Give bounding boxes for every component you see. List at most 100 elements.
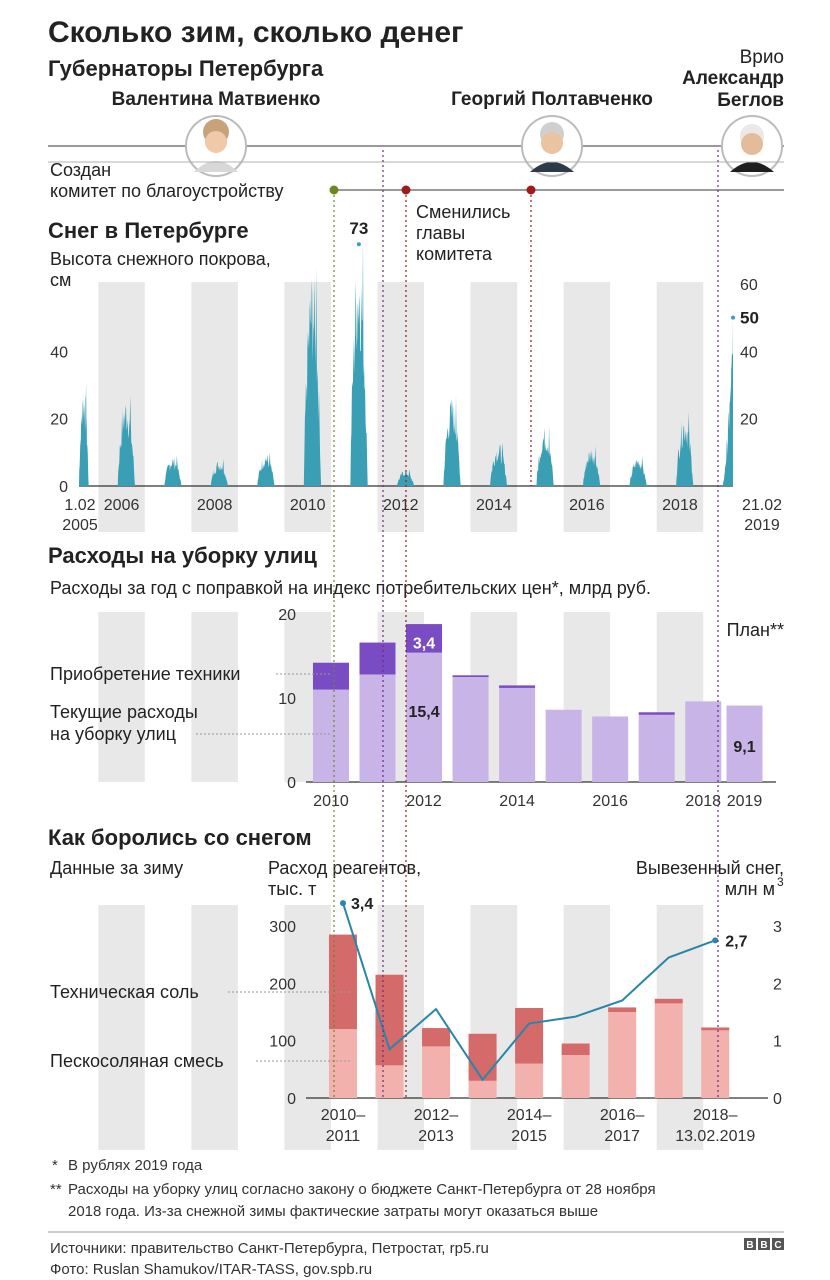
snowfight-xtick-line2: 2017	[604, 1128, 640, 1145]
spending-bar-tech-2010	[312, 662, 349, 690]
snowfight-bar-sand-2018–13.02.2019	[701, 1030, 730, 1098]
snow-xstart-line2: 2005	[62, 517, 98, 534]
snowfight-xtick-line1: 2016–	[600, 1107, 645, 1124]
footnote-1-mark: *	[52, 1157, 58, 1174]
committee-changed-line2: главы	[416, 223, 465, 243]
snowfight-bar-salt-2016–2017	[608, 1007, 637, 1012]
spending-subtitle: Расходы за год с поправкой на индекс пот…	[50, 578, 651, 598]
snow-winter-2011-2012	[396, 469, 415, 486]
snow-winter-2013-2014	[490, 442, 508, 486]
snow-winter-2006-2007	[164, 455, 183, 486]
snow-axes: 0 20 40 20 40 60 2006 2008 2010 2012 2014 2016 2018 1…	[50, 277, 782, 534]
snow-ylabel-line2: см	[50, 270, 71, 290]
snow-xtick: 2012	[383, 497, 419, 514]
year-stripe-fight-2008	[191, 905, 238, 1150]
snowfight-left-axis-line1: Расход реагентов,	[268, 858, 421, 878]
snowfight-bar-salt-2015–2016	[561, 1043, 590, 1055]
spending-bar-tech-2017	[638, 712, 675, 715]
snowfight-bar-salt-2017–2018	[654, 998, 683, 1004]
snow-xstart-line1: 1.02	[64, 497, 95, 514]
snowfight-ytick-left: 0	[287, 1091, 296, 1108]
snowfight-ytick-right: 3	[773, 919, 782, 936]
snowfight-bar-sand-2015–2016	[561, 1055, 590, 1098]
spending-bar-tech-2014	[499, 685, 536, 688]
snowfight-chart-title: Как боролись со снегом	[48, 825, 312, 850]
snow-series	[79, 240, 733, 486]
snow-max-label: 73	[349, 219, 368, 238]
snowfight-xtick-line2: 13.02.2019	[675, 1128, 755, 1145]
spending-chart-title: Расходы на уборку улиц	[48, 543, 317, 568]
snowfight-line-last-dot	[712, 937, 719, 944]
year-stripe-fight-2010	[284, 905, 331, 1150]
snowfight-xtick-line1: 2010–	[321, 1107, 366, 1124]
snowfight-legend-salt: Техническая соль	[50, 982, 199, 1002]
committee-changed-line3: комитета	[416, 244, 493, 264]
spending-bar-current-2015	[545, 709, 582, 782]
snow-winter-2005-2006	[117, 395, 136, 486]
year-stripe-snow-2008	[191, 282, 238, 532]
spending-bars	[312, 624, 763, 782]
sources-line1: Источники: правительство Санкт-Петербург…	[50, 1240, 489, 1257]
snow-ylabel-line1: Высота снежного покрова,	[50, 249, 271, 269]
snow-xtick: 2008	[197, 497, 233, 514]
spending-bar-current-2014	[499, 687, 536, 782]
snow-ytick-left: 20	[50, 412, 68, 429]
spending-xtick: 2018	[685, 793, 721, 810]
portrait-beglov	[721, 115, 783, 177]
spending-ytick: 0	[287, 775, 296, 792]
committee-created-line1: Создан	[50, 160, 111, 180]
snowfight-bar-sand-2010–2011	[328, 1029, 357, 1098]
year-stripes	[98, 282, 704, 1150]
snowfight-left-axis-line2: тыс. т	[268, 879, 316, 899]
spending-bar-current-2013	[452, 677, 489, 782]
spending-label-plan-2019: 9,1	[733, 739, 755, 756]
snow-xtick: 2014	[476, 497, 512, 514]
snowfight-bar-sand-2016–2017	[608, 1012, 637, 1098]
footnote-2-line2: 2018 года. Из-за снежной зимы фактически…	[68, 1203, 598, 1220]
spending-labels: 2010 2012 2014 2016 2018 2019 3,4 15,4 9,1 План**…	[50, 620, 784, 810]
bbc-logo-letter-1: B	[746, 1240, 753, 1251]
snowfight-ytick-left: 300	[269, 919, 296, 936]
snowfight-bar-sand-2017–2018	[654, 1003, 683, 1098]
spending-bar-current-2016	[592, 716, 629, 782]
snowfight-xtick-line2: 2011	[326, 1128, 361, 1145]
portrait-poltavchenko	[521, 115, 583, 177]
governor-name-beglov-line1: Александр	[682, 68, 784, 89]
snow-winter-2018-2019	[722, 317, 733, 486]
governor-name-matvienko: Валентина Матвиенко	[112, 89, 321, 110]
snowfight-removed-line	[342, 902, 716, 1082]
spending-xtick: 2016	[592, 793, 628, 810]
snow-ytick-right: 60	[740, 277, 758, 294]
year-stripe-spend-2006	[98, 612, 145, 782]
snowfight-label-last: 2,7	[725, 933, 747, 950]
event-lines	[333, 150, 719, 1098]
governor-prefix-beglov: Врио	[740, 47, 784, 68]
snow-chart-title: Снег в Петербурге	[48, 218, 249, 243]
bbc-logo-letter-2: B	[760, 1240, 767, 1251]
footnote-2-mark: **	[50, 1181, 62, 1198]
snowfight-xtick-line1: 2012–	[414, 1107, 459, 1124]
spending-xtick: 2012	[406, 793, 442, 810]
snowfight-right-axis-superscript: 3	[777, 875, 784, 889]
year-stripe-fight-2014	[470, 905, 518, 1150]
spending-plan-label: План**	[727, 620, 784, 640]
spending-bar-tech-2011	[359, 642, 396, 675]
snow-ytick-right: 20	[740, 412, 758, 429]
page-title: Сколько зим, сколько денег	[48, 16, 464, 49]
snowfight-bar-sand-2013–2014	[468, 1080, 497, 1098]
year-stripe-snow-2018	[656, 282, 704, 532]
spending-xtick: 2010	[313, 793, 349, 810]
spending-bar-current-2010	[312, 689, 349, 782]
spending-label-current-2012: 15,4	[408, 704, 439, 721]
bbc-logo: B B C	[744, 1238, 784, 1251]
portrait-matvienko	[185, 115, 247, 177]
committee-created-line2: комитет по благоустройству	[50, 181, 284, 201]
governors-subtitle: Губернаторы Петербурга	[48, 56, 324, 81]
snow-xtick: 2006	[104, 497, 140, 514]
year-stripe-fight-2016	[563, 905, 611, 1150]
snow-winter-2014-2015	[536, 425, 555, 486]
spending-bar-current-2012	[406, 652, 443, 782]
sources-line2: Фото: Ruslan Shamukov/ITAR-TASS, gov.spb…	[50, 1261, 372, 1278]
snowfight-bar-salt-2013–2014	[468, 1033, 497, 1081]
